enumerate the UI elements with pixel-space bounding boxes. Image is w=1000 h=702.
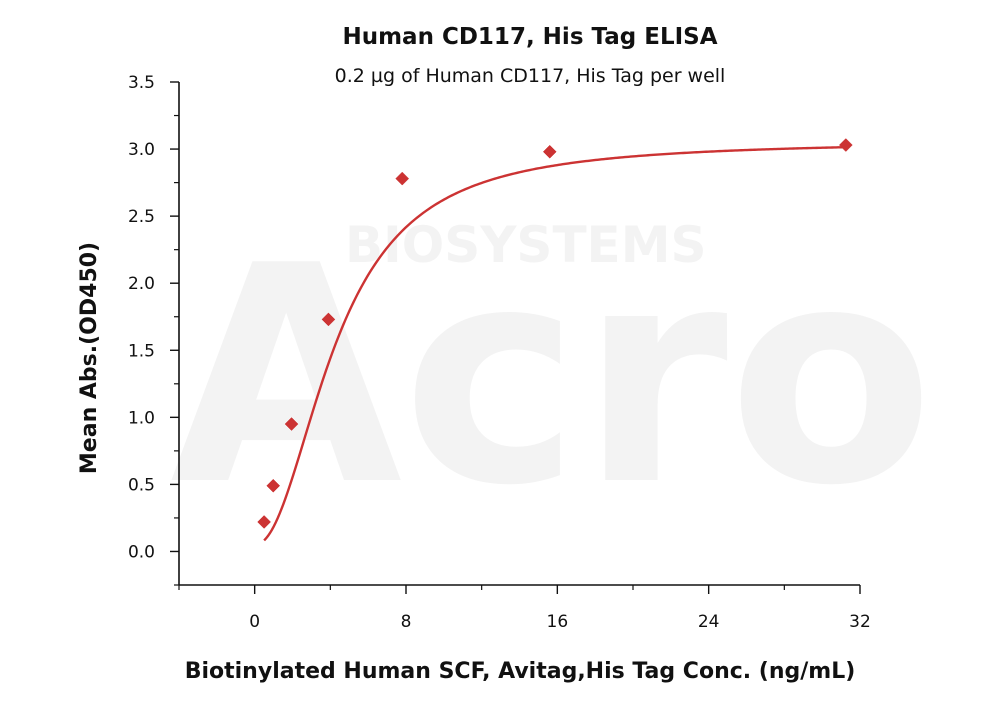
watermark-logo: Acro BIOSYSTEMS: [170, 202, 934, 551]
data-point: [395, 171, 410, 186]
y-tick-label: 2.0: [128, 274, 155, 294]
y-axis-ticks: 0.0 0.5 1.0 1.5 2.0 2.5 3.0 3.5: [128, 73, 179, 586]
x-tick-label: 8: [401, 612, 412, 632]
fit-curve: [263, 145, 846, 542]
data-point: [838, 138, 853, 152]
y-tick-label: 0.0: [128, 542, 155, 562]
data-point: [266, 478, 281, 493]
y-tick-label: 2.5: [128, 207, 155, 227]
chart-title: Human CD117, His Tag ELISA: [342, 24, 717, 50]
y-tick-label: 3.0: [128, 140, 155, 160]
y-tick-label: 1.5: [128, 341, 155, 361]
data-point: [321, 312, 336, 327]
x-axis-ticks: 0 8 16 24 32: [178, 585, 871, 632]
chart-subtitle: 0.2 µg of Human CD117, His Tag per well: [335, 65, 726, 87]
y-axis-title: Mean Abs.(OD450): [77, 242, 102, 474]
x-tick-label: 32: [849, 612, 871, 632]
x-tick-label: 24: [698, 612, 720, 632]
data-point: [284, 417, 299, 431]
y-tick-label: 1.0: [128, 408, 155, 428]
x-axis-title: Biotinylated Human SCF, Avitag,His Tag C…: [185, 659, 856, 684]
fit-curve-layer: [263, 145, 846, 542]
data-point: [257, 515, 271, 529]
data-points: [257, 138, 853, 529]
axes: [178, 82, 860, 586]
watermark-sub: BIOSYSTEMS: [345, 216, 706, 274]
y-tick-label: 0.5: [128, 475, 155, 495]
watermark-brand: Acro: [170, 202, 934, 551]
data-point: [542, 144, 557, 159]
x-tick-label: 0: [249, 612, 260, 632]
y-tick-label: 3.5: [128, 73, 155, 93]
x-tick-label: 16: [547, 612, 569, 632]
